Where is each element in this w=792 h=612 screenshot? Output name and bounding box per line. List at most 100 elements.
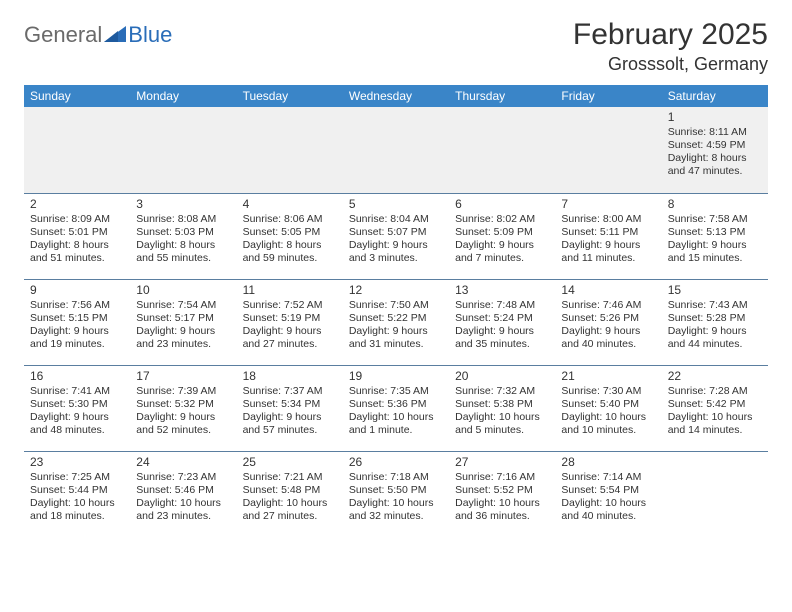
- sunset-text: Sunset: 5:17 PM: [136, 312, 230, 325]
- sunrise-text: Sunrise: 7:48 AM: [455, 299, 549, 312]
- page-title: February 2025: [573, 18, 768, 52]
- title-block: February 2025 Grosssolt, Germany: [573, 18, 768, 75]
- calendar-day-cell: 11Sunrise: 7:52 AMSunset: 5:19 PMDayligh…: [237, 279, 343, 365]
- calendar-day-cell: 28Sunrise: 7:14 AMSunset: 5:54 PMDayligh…: [555, 451, 661, 537]
- sunrise-text: Sunrise: 7:54 AM: [136, 299, 230, 312]
- daylight-text: Daylight: 10 hours and 14 minutes.: [668, 411, 762, 437]
- sunrise-text: Sunrise: 7:35 AM: [349, 385, 443, 398]
- daylight-text: Daylight: 10 hours and 27 minutes.: [243, 497, 337, 523]
- calendar-day-cell: 27Sunrise: 7:16 AMSunset: 5:52 PMDayligh…: [449, 451, 555, 537]
- day-number: 16: [30, 369, 124, 384]
- calendar-day-cell: 12Sunrise: 7:50 AMSunset: 5:22 PMDayligh…: [343, 279, 449, 365]
- calendar-week-row: 16Sunrise: 7:41 AMSunset: 5:30 PMDayligh…: [24, 365, 768, 451]
- day-number: 4: [243, 197, 337, 212]
- daylight-text: Daylight: 9 hours and 40 minutes.: [561, 325, 655, 351]
- calendar-day-cell: 15Sunrise: 7:43 AMSunset: 5:28 PMDayligh…: [662, 279, 768, 365]
- calendar-day-cell: [449, 107, 555, 193]
- day-number: 10: [136, 283, 230, 298]
- daylight-text: Daylight: 9 hours and 35 minutes.: [455, 325, 549, 351]
- sunset-text: Sunset: 5:24 PM: [455, 312, 549, 325]
- calendar-day-cell: 20Sunrise: 7:32 AMSunset: 5:38 PMDayligh…: [449, 365, 555, 451]
- sunset-text: Sunset: 5:03 PM: [136, 226, 230, 239]
- calendar-day-cell: 19Sunrise: 7:35 AMSunset: 5:36 PMDayligh…: [343, 365, 449, 451]
- day-number: 21: [561, 369, 655, 384]
- sunrise-text: Sunrise: 8:02 AM: [455, 213, 549, 226]
- daylight-text: Daylight: 8 hours and 59 minutes.: [243, 239, 337, 265]
- calendar-day-cell: 21Sunrise: 7:30 AMSunset: 5:40 PMDayligh…: [555, 365, 661, 451]
- sunset-text: Sunset: 5:34 PM: [243, 398, 337, 411]
- daylight-text: Daylight: 10 hours and 36 minutes.: [455, 497, 549, 523]
- sunrise-text: Sunrise: 8:09 AM: [30, 213, 124, 226]
- calendar-week-row: 23Sunrise: 7:25 AMSunset: 5:44 PMDayligh…: [24, 451, 768, 537]
- calendar-day-cell: 4Sunrise: 8:06 AMSunset: 5:05 PMDaylight…: [237, 193, 343, 279]
- day-number: 22: [668, 369, 762, 384]
- sunset-text: Sunset: 5:38 PM: [455, 398, 549, 411]
- day-number: 26: [349, 455, 443, 470]
- day-number: 17: [136, 369, 230, 384]
- sunrise-text: Sunrise: 7:52 AM: [243, 299, 337, 312]
- sunset-text: Sunset: 5:07 PM: [349, 226, 443, 239]
- sunrise-text: Sunrise: 7:39 AM: [136, 385, 230, 398]
- daylight-text: Daylight: 10 hours and 40 minutes.: [561, 497, 655, 523]
- weekday-header: Friday: [555, 85, 661, 107]
- calendar-day-cell: 1Sunrise: 8:11 AMSunset: 4:59 PMDaylight…: [662, 107, 768, 193]
- day-number: 11: [243, 283, 337, 298]
- day-number: 8: [668, 197, 762, 212]
- calendar-day-cell: 14Sunrise: 7:46 AMSunset: 5:26 PMDayligh…: [555, 279, 661, 365]
- day-number: 5: [349, 197, 443, 212]
- daylight-text: Daylight: 10 hours and 18 minutes.: [30, 497, 124, 523]
- day-number: 20: [455, 369, 549, 384]
- calendar-day-cell: [130, 107, 236, 193]
- weekday-header: Wednesday: [343, 85, 449, 107]
- sunrise-text: Sunrise: 7:43 AM: [668, 299, 762, 312]
- logo-triangle-icon: [104, 24, 126, 47]
- weekday-header: Thursday: [449, 85, 555, 107]
- calendar-day-cell: 18Sunrise: 7:37 AMSunset: 5:34 PMDayligh…: [237, 365, 343, 451]
- header: General Blue February 2025 Grosssolt, Ge…: [24, 18, 768, 75]
- daylight-text: Daylight: 10 hours and 10 minutes.: [561, 411, 655, 437]
- sunset-text: Sunset: 5:46 PM: [136, 484, 230, 497]
- sunset-text: Sunset: 5:09 PM: [455, 226, 549, 239]
- sunrise-text: Sunrise: 8:04 AM: [349, 213, 443, 226]
- calendar-day-cell: 25Sunrise: 7:21 AMSunset: 5:48 PMDayligh…: [237, 451, 343, 537]
- day-number: 28: [561, 455, 655, 470]
- calendar-week-row: 9Sunrise: 7:56 AMSunset: 5:15 PMDaylight…: [24, 279, 768, 365]
- weekday-header: Tuesday: [237, 85, 343, 107]
- calendar-day-cell: 13Sunrise: 7:48 AMSunset: 5:24 PMDayligh…: [449, 279, 555, 365]
- sunrise-text: Sunrise: 7:16 AM: [455, 471, 549, 484]
- logo-text-blue: Blue: [128, 22, 172, 48]
- day-number: 12: [349, 283, 443, 298]
- sunrise-text: Sunrise: 7:50 AM: [349, 299, 443, 312]
- calendar-day-cell: 26Sunrise: 7:18 AMSunset: 5:50 PMDayligh…: [343, 451, 449, 537]
- sunset-text: Sunset: 5:44 PM: [30, 484, 124, 497]
- sunrise-text: Sunrise: 7:28 AM: [668, 385, 762, 398]
- daylight-text: Daylight: 10 hours and 5 minutes.: [455, 411, 549, 437]
- calendar-day-cell: 7Sunrise: 8:00 AMSunset: 5:11 PMDaylight…: [555, 193, 661, 279]
- calendar-day-cell: [555, 107, 661, 193]
- sunset-text: Sunset: 5:32 PM: [136, 398, 230, 411]
- weekday-header: Sunday: [24, 85, 130, 107]
- logo-text-general: General: [24, 22, 102, 48]
- day-number: 13: [455, 283, 549, 298]
- sunrise-text: Sunrise: 7:21 AM: [243, 471, 337, 484]
- sunrise-text: Sunrise: 7:46 AM: [561, 299, 655, 312]
- sunrise-text: Sunrise: 7:41 AM: [30, 385, 124, 398]
- calendar-day-cell: [662, 451, 768, 537]
- sunrise-text: Sunrise: 8:06 AM: [243, 213, 337, 226]
- calendar-week-row: 1Sunrise: 8:11 AMSunset: 4:59 PMDaylight…: [24, 107, 768, 193]
- calendar-table: Sunday Monday Tuesday Wednesday Thursday…: [24, 85, 768, 537]
- sunset-text: Sunset: 5:50 PM: [349, 484, 443, 497]
- calendar-day-cell: 9Sunrise: 7:56 AMSunset: 5:15 PMDaylight…: [24, 279, 130, 365]
- sunrise-text: Sunrise: 7:14 AM: [561, 471, 655, 484]
- daylight-text: Daylight: 9 hours and 44 minutes.: [668, 325, 762, 351]
- sunrise-text: Sunrise: 7:58 AM: [668, 213, 762, 226]
- sunrise-text: Sunrise: 7:25 AM: [30, 471, 124, 484]
- sunrise-text: Sunrise: 7:18 AM: [349, 471, 443, 484]
- sunrise-text: Sunrise: 8:11 AM: [668, 126, 762, 139]
- day-number: 25: [243, 455, 337, 470]
- calendar-day-cell: [343, 107, 449, 193]
- daylight-text: Daylight: 9 hours and 3 minutes.: [349, 239, 443, 265]
- calendar-day-cell: 22Sunrise: 7:28 AMSunset: 5:42 PMDayligh…: [662, 365, 768, 451]
- calendar-day-cell: 8Sunrise: 7:58 AMSunset: 5:13 PMDaylight…: [662, 193, 768, 279]
- day-number: 27: [455, 455, 549, 470]
